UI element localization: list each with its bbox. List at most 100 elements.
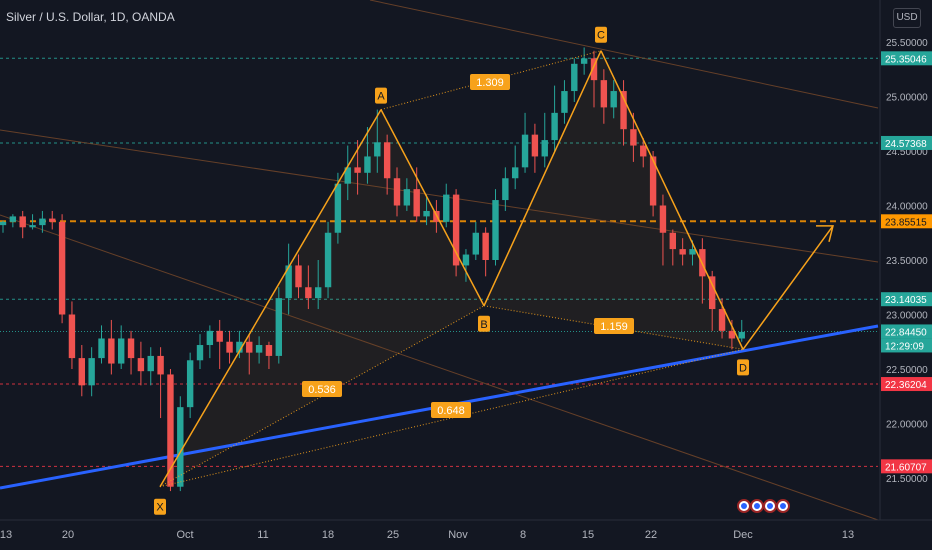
- x-tick-label: 11: [257, 529, 268, 541]
- candle: [157, 347, 164, 419]
- candle-body: [492, 200, 499, 260]
- economic-event-icon: [763, 499, 777, 513]
- candle: [265, 341, 273, 369]
- candle-body: [265, 345, 273, 356]
- candle: [118, 325, 125, 369]
- pattern-leg: [600, 50, 744, 350]
- candle: [98, 325, 105, 364]
- candle: [462, 249, 470, 282]
- channel-line-upper: [369, 0, 879, 109]
- candle: [738, 319, 745, 342]
- candle-body: [118, 338, 125, 364]
- y-tick-label: 24.00000: [886, 202, 928, 213]
- candle-body: [324, 232, 332, 288]
- candle: [512, 145, 519, 190]
- x-tick-label: Oct: [176, 529, 193, 541]
- y-tick-label: 21.50000: [886, 474, 928, 485]
- candle-body: [315, 287, 322, 299]
- event-flag-dot: [780, 503, 786, 509]
- ratio-label-text: 0.648: [437, 405, 465, 417]
- ratio-label-text: 0.536: [308, 384, 336, 396]
- candle-body: [531, 134, 539, 157]
- point-label-bg: [595, 26, 607, 43]
- candle-body: [78, 358, 85, 386]
- point-label-text: B: [480, 319, 487, 331]
- candle-body: [177, 407, 184, 487]
- candle: [679, 238, 686, 266]
- candle: [600, 69, 608, 124]
- x-tick-label: 13: [842, 529, 854, 541]
- candle-body: [236, 341, 243, 353]
- economic-event-icon: [776, 499, 790, 513]
- ratio-label: 1.159: [594, 318, 634, 334]
- grid: [0, 57, 878, 467]
- price-badge-text: 12:29:09: [885, 341, 924, 352]
- price-badge: 24.57368: [881, 135, 932, 150]
- price-axis: 21.50000 22.00000 22.50000 23.00000 23.50000…: [879, 0, 932, 520]
- candle-body: [275, 298, 282, 356]
- pattern-leg: [159, 109, 382, 488]
- x-tick-label: 22: [645, 529, 657, 541]
- candle-body: [147, 355, 154, 372]
- x-tick-label: 8: [520, 529, 526, 541]
- candle-body: [68, 314, 76, 359]
- x-tick-label: 18: [322, 529, 334, 541]
- candle-body: [334, 183, 342, 233]
- candle: [659, 194, 667, 266]
- event-flag-dot: [741, 503, 747, 509]
- candle: [502, 167, 509, 211]
- candle-body: [127, 338, 135, 359]
- economic-event-icon: [750, 499, 764, 513]
- candle-body: [521, 134, 529, 168]
- candle-body: [157, 355, 164, 375]
- candle-body: [226, 341, 233, 353]
- candle-body: [571, 63, 578, 92]
- candle: [236, 330, 243, 359]
- candle-body: [137, 358, 145, 372]
- candle-body: [600, 80, 608, 108]
- candle: [78, 345, 85, 397]
- candle-body: [452, 194, 460, 266]
- point-label-bg: [478, 315, 490, 332]
- pattern-point-b: B: [478, 315, 490, 332]
- candle-body: [718, 309, 726, 331]
- channel-line-mid: [0, 129, 879, 263]
- candle-body: [728, 330, 736, 339]
- candle: [0, 220, 7, 233]
- price-badge-text: 22.36204: [885, 380, 927, 391]
- candle-body: [620, 91, 627, 130]
- ratio-label: 0.536: [302, 381, 342, 397]
- candle: [255, 336, 263, 364]
- currency-button[interactable]: USD: [893, 8, 921, 28]
- candle-body: [49, 218, 56, 222]
- candle: [531, 123, 539, 173]
- candle: [196, 334, 204, 369]
- price-badge-bg: [881, 338, 932, 353]
- pattern-fill: [160, 50, 743, 487]
- candle: [49, 210, 56, 230]
- ratio-label: 0.648: [431, 402, 471, 418]
- candle-body: [462, 254, 470, 266]
- candle-body: [669, 232, 676, 250]
- pattern-point-d: D: [737, 359, 749, 376]
- point-label-bg: [375, 87, 387, 104]
- channel-line-lower: [0, 214, 879, 521]
- candle: [571, 58, 578, 102]
- candle-body: [610, 91, 617, 108]
- candle-body: [502, 178, 509, 201]
- candle: [315, 260, 322, 310]
- projection-arrow-head: [816, 225, 834, 243]
- price-badge-bg: [881, 377, 932, 392]
- candle-body: [9, 216, 17, 222]
- candle: [88, 347, 95, 397]
- candle-body: [58, 221, 66, 315]
- xab-triangle: [160, 109, 484, 487]
- ratio-label-text: 1.309: [476, 77, 504, 89]
- price-badge-bg: [881, 51, 932, 66]
- candle: [393, 167, 401, 217]
- chart-title: Silver / U.S. Dollar, 1D, OANDA: [6, 10, 175, 24]
- y-tick-label: 23.50000: [886, 256, 928, 267]
- candle-body: [295, 265, 302, 288]
- candle-body: [423, 210, 430, 217]
